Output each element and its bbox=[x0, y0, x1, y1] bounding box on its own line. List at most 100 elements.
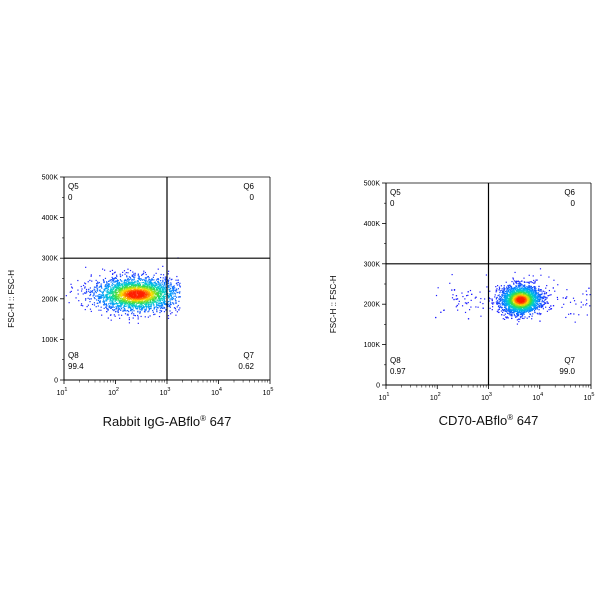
population-dot bbox=[121, 285, 123, 287]
population-dot bbox=[130, 306, 132, 309]
population-dot bbox=[101, 291, 103, 293]
population-dot bbox=[112, 305, 114, 307]
population-dot bbox=[116, 275, 118, 278]
population-dot bbox=[103, 290, 105, 292]
population-dot bbox=[508, 302, 510, 304]
population-dot bbox=[115, 302, 118, 304]
population-dot bbox=[151, 286, 153, 289]
population-dot bbox=[155, 300, 157, 302]
population-dot bbox=[81, 288, 83, 290]
population-dot bbox=[174, 295, 177, 297]
population-dot bbox=[128, 322, 131, 324]
population-dot bbox=[88, 298, 91, 300]
population-dot bbox=[509, 285, 512, 287]
population-dot bbox=[109, 298, 111, 300]
population-dot bbox=[121, 292, 123, 294]
population-dot bbox=[534, 299, 536, 301]
population-dot bbox=[68, 302, 70, 304]
population-dot bbox=[179, 286, 181, 288]
population-dot bbox=[142, 289, 144, 291]
population-dot bbox=[117, 283, 119, 285]
population-dot bbox=[508, 286, 510, 289]
population-dot bbox=[474, 297, 476, 299]
population-dot bbox=[526, 297, 528, 299]
population-dot bbox=[82, 284, 85, 287]
population-dot bbox=[170, 302, 172, 304]
population-dot bbox=[132, 275, 134, 278]
population-dot bbox=[139, 282, 141, 284]
population-dot bbox=[502, 291, 504, 293]
population-dot bbox=[121, 280, 123, 282]
population-dot bbox=[521, 293, 524, 295]
population-dot bbox=[509, 311, 512, 313]
population-dot bbox=[514, 303, 517, 305]
population-dot bbox=[533, 309, 536, 312]
population-dot bbox=[159, 288, 161, 290]
population-dot bbox=[513, 289, 515, 291]
population-dot bbox=[503, 286, 505, 289]
population-dot bbox=[523, 293, 525, 295]
population-dot bbox=[148, 290, 150, 293]
population-dot bbox=[510, 303, 513, 306]
population-dot bbox=[152, 288, 154, 290]
population-dot bbox=[530, 308, 533, 310]
population-dot bbox=[147, 286, 149, 288]
population-dot bbox=[142, 306, 144, 308]
population-dot bbox=[102, 301, 104, 303]
population-dot bbox=[132, 307, 134, 309]
population-dot bbox=[157, 291, 159, 293]
population-dot bbox=[138, 277, 140, 279]
population-dot bbox=[545, 302, 547, 304]
population-dot bbox=[121, 299, 123, 302]
population-dot bbox=[516, 308, 518, 311]
population-dot bbox=[159, 311, 161, 314]
population-dot bbox=[538, 304, 541, 306]
population-dot bbox=[150, 308, 152, 310]
population-dot bbox=[121, 284, 123, 286]
population-dot bbox=[511, 298, 513, 301]
population-dot bbox=[495, 291, 497, 293]
population-dot bbox=[116, 307, 118, 310]
population-dot bbox=[141, 301, 143, 304]
population-dot bbox=[139, 312, 141, 314]
population-dot bbox=[116, 297, 118, 299]
population-dot bbox=[160, 299, 162, 302]
population-dot bbox=[113, 297, 115, 300]
population-dot bbox=[534, 311, 536, 313]
population-dot bbox=[513, 280, 515, 282]
population-dot bbox=[127, 285, 129, 287]
population-dot bbox=[160, 298, 162, 300]
population-dot bbox=[136, 296, 138, 298]
population-dot bbox=[455, 306, 457, 308]
population-dot bbox=[156, 287, 158, 289]
population-dot bbox=[140, 286, 142, 288]
population-dot bbox=[135, 297, 138, 299]
population-dot bbox=[169, 288, 171, 291]
population-dot bbox=[534, 292, 536, 294]
population-dot bbox=[148, 298, 150, 301]
population-dot bbox=[177, 291, 179, 293]
population-dot bbox=[507, 296, 509, 298]
population-dot bbox=[100, 294, 102, 296]
population-dot bbox=[536, 307, 538, 309]
population-dot bbox=[160, 286, 163, 288]
population-dot bbox=[148, 295, 150, 297]
population-dot bbox=[141, 303, 143, 305]
population-dot bbox=[142, 295, 144, 297]
population-dot bbox=[536, 300, 538, 303]
population-dot bbox=[161, 307, 163, 309]
population-dot bbox=[495, 298, 498, 300]
population-dot bbox=[517, 305, 519, 307]
population-dot bbox=[131, 278, 133, 281]
population-dot bbox=[114, 299, 116, 302]
population-dot bbox=[524, 302, 527, 304]
population-dot bbox=[120, 298, 122, 300]
population-dot bbox=[152, 296, 154, 298]
population-dot bbox=[127, 268, 129, 270]
population-dot bbox=[171, 299, 173, 301]
population-dot bbox=[123, 306, 125, 308]
population-dot bbox=[174, 293, 176, 295]
population-dot bbox=[512, 309, 514, 311]
population-dot bbox=[114, 296, 116, 298]
population-dot bbox=[160, 287, 163, 289]
